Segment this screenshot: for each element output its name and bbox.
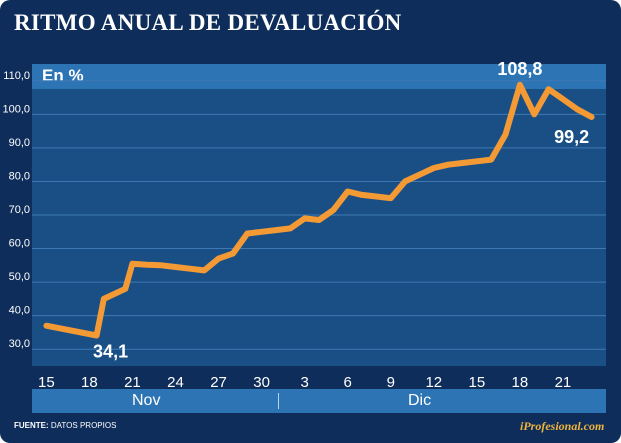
source-text: DATOS PROPIOS <box>50 421 117 430</box>
data-label: 108,8 <box>497 59 542 79</box>
data-label: 34,1 <box>93 341 128 361</box>
y-tick-label: 30,0 <box>9 338 30 350</box>
x-tick-label: 21 <box>555 374 572 391</box>
chart-title: RITMO ANUAL DE DEVALUACIÓN <box>14 10 402 35</box>
y-tick-label: 100,0 <box>2 103 30 115</box>
source-note: FUENTE: DATOS PROPIOS <box>14 421 116 430</box>
y-tick-label: 80,0 <box>9 170 30 182</box>
y-axis-unit-label: En % <box>42 66 84 85</box>
source-label: FUENTE: <box>14 421 49 430</box>
x-tick-label: 27 <box>210 374 227 391</box>
y-tick-label: 70,0 <box>9 204 30 216</box>
x-tick-label: 6 <box>344 374 352 391</box>
y-tick-label: 110,0 <box>3 70 30 82</box>
month-label-dic: Dic <box>408 392 432 409</box>
y-tick-label: 40,0 <box>9 305 30 317</box>
y-tick-label: 60,0 <box>9 238 30 250</box>
month-divider <box>278 393 279 409</box>
y-tick-label: 50,0 <box>9 271 30 283</box>
x-tick-label: 3 <box>300 374 308 391</box>
x-tick-label: 9 <box>387 374 395 391</box>
x-tick-label: 12 <box>425 374 442 391</box>
x-tick-label: 15 <box>469 374 486 391</box>
data-label: 99,2 <box>554 127 589 147</box>
month-label-nov: Nov <box>132 392 161 409</box>
x-tick-label: 15 <box>38 374 55 391</box>
month-band <box>32 389 606 413</box>
y-tick-label: 90,0 <box>9 137 30 149</box>
brand-logo: iProfesional.com <box>520 419 605 433</box>
unit-band <box>32 64 606 89</box>
series-line <box>43 81 595 339</box>
x-tick-label: 24 <box>167 374 184 391</box>
x-tick-label: 18 <box>512 374 529 391</box>
x-tick-label: 21 <box>124 374 141 391</box>
x-tick-label: 30 <box>253 374 270 391</box>
x-tick-label: 18 <box>81 374 98 391</box>
